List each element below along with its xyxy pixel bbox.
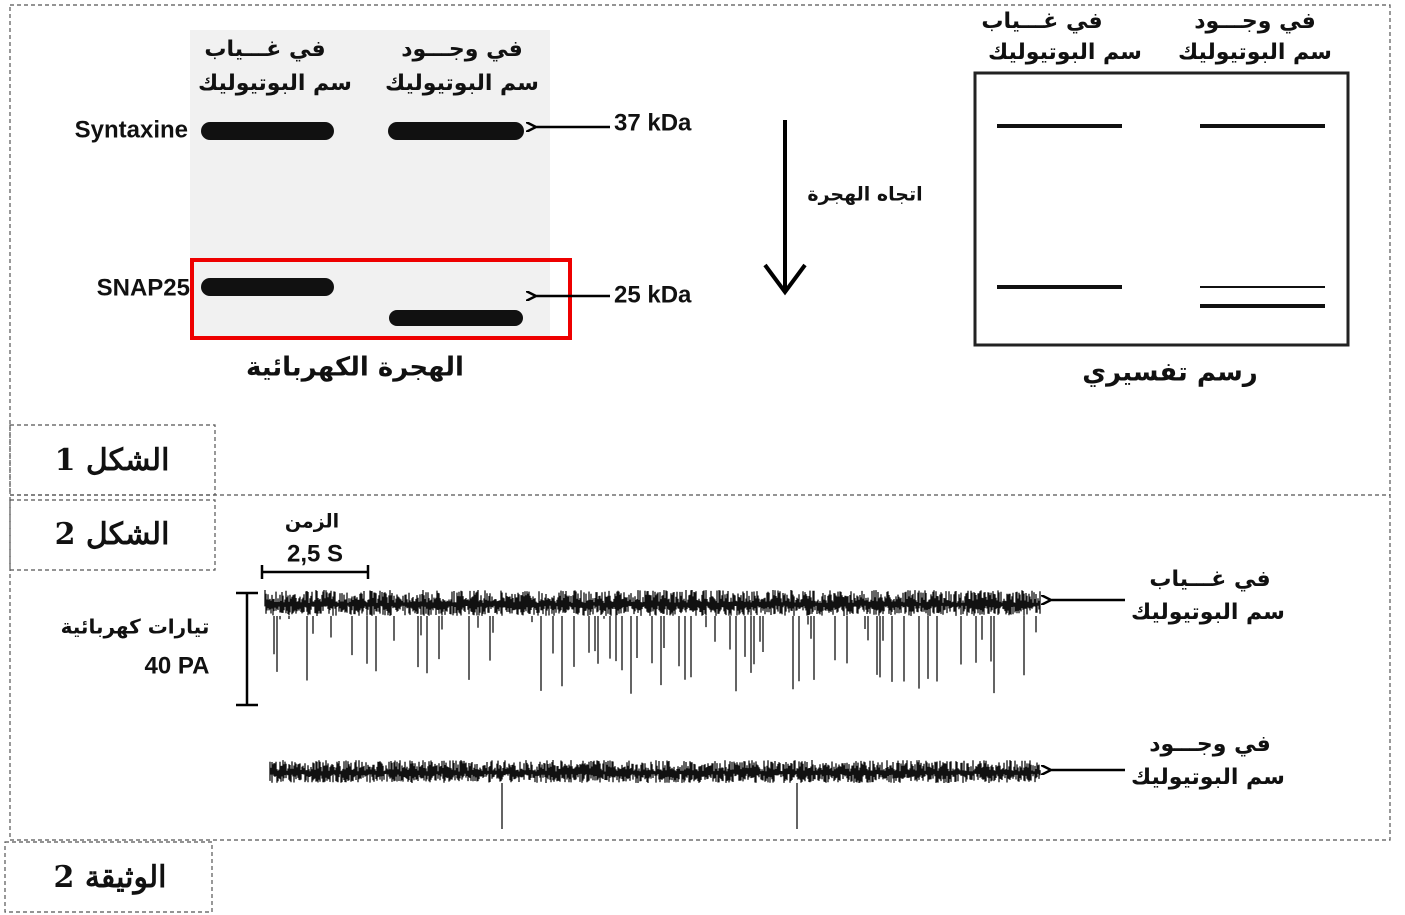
marker-label: 25 kDa <box>614 281 692 308</box>
column-header: سم البوتيوليك <box>385 71 539 96</box>
time-scale-label: الزمن <box>285 511 339 533</box>
document-label: الوثيقة 2 <box>54 860 167 895</box>
marker-label: 37 kDa <box>614 109 692 136</box>
noise <box>265 590 1040 616</box>
column-header: سم البوتيوليك <box>988 40 1142 65</box>
current-trace <box>265 590 1040 694</box>
current-scale-value: 40 PA <box>145 652 210 679</box>
spikes <box>502 783 797 829</box>
noise <box>270 760 1040 783</box>
schematic-title: رسم تفسيري <box>1082 358 1258 388</box>
figure-label: الشكل 1 <box>55 443 170 478</box>
column-header: سم البوتيوليك <box>198 71 352 96</box>
trace-label: في غـــياب <box>1149 567 1270 592</box>
column-header: سم البوتيوليك <box>1178 40 1332 65</box>
protein-label: SNAP25 <box>97 274 190 301</box>
column-header: في وجـــود <box>401 37 523 62</box>
current-scale-bar <box>236 593 258 705</box>
column-header: في غـــياب <box>981 9 1102 34</box>
document: في غـــياب سم البوتيوليك في وجـــود سم ا… <box>0 0 1405 915</box>
current-trace <box>270 760 1040 829</box>
time-scale-value: 2,5 S <box>287 540 343 567</box>
current-scale-label: تيارات كهربائية <box>61 615 210 639</box>
figure-label: الشكل 2 <box>55 517 170 552</box>
migration-label: اتجاه الهجرة <box>807 184 922 206</box>
column-header: في وجـــود <box>1194 9 1316 34</box>
gel-title: الهجرة الكهربائية <box>246 353 464 383</box>
trace-label: سم البوتيوليك <box>1131 765 1285 790</box>
trace-label: سم البوتيوليك <box>1131 600 1285 625</box>
column-header: في غـــياب <box>204 37 325 62</box>
trace-label: في وجـــود <box>1149 732 1271 757</box>
spikes <box>274 616 1036 694</box>
protein-label: Syntaxine <box>75 116 188 143</box>
